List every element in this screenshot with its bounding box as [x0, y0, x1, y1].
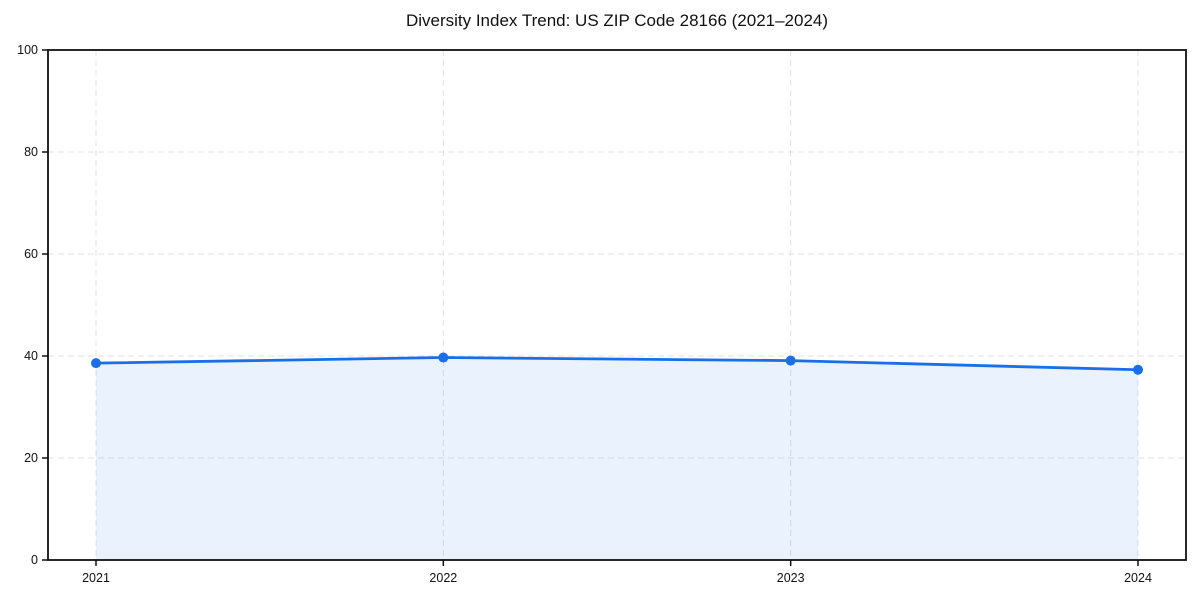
- data-point-2021: [91, 358, 101, 369]
- trend-line: [94, 356, 1140, 372]
- y-tick-label: 100: [17, 43, 38, 57]
- x-tick-label: 2024: [1124, 571, 1152, 585]
- y-tick-label: 60: [24, 247, 38, 261]
- chart-title: Diversity Index Trend: US ZIP Code 28166…: [405, 11, 829, 30]
- area-fill: [96, 357, 1138, 560]
- x-tick-label: 2022: [429, 571, 457, 585]
- y-tick-label: 0: [31, 553, 38, 567]
- y-tick-label: 20: [24, 451, 38, 465]
- y-tick-label: 80: [24, 145, 38, 159]
- data-point-2022: [438, 352, 449, 363]
- x-tick-label: 2021: [82, 571, 110, 585]
- y-tick-label: 40: [24, 349, 38, 363]
- x-tick-label: 2023: [777, 571, 805, 585]
- data-point-2024: [1133, 364, 1143, 375]
- data-point-2023: [785, 355, 796, 366]
- plot-frame: [47, 49, 1187, 561]
